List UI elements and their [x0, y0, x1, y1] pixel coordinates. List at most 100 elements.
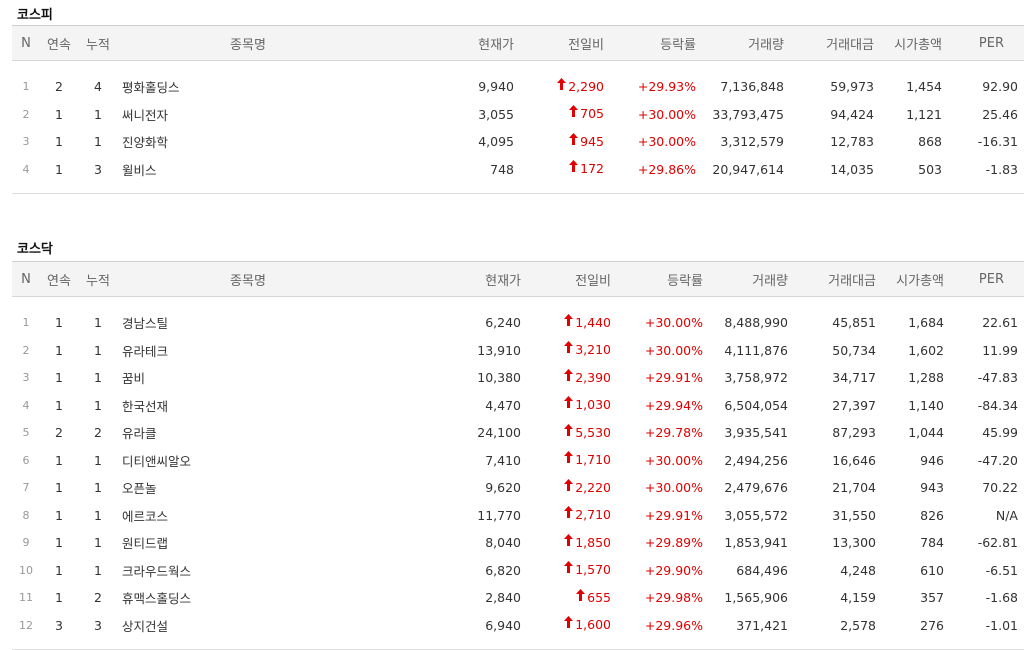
row-consecutive-cell: 1 [40, 474, 78, 502]
row-volume-cell: 7,136,848 [702, 73, 790, 101]
row-market-cap: 784 [920, 535, 944, 551]
row-stock-name[interactable]: 디티앤씨알오 [122, 453, 192, 469]
row-consecutive: 3 [55, 617, 63, 633]
row-amount-cell: 27,397 [794, 392, 882, 420]
row-stock-name-cell[interactable]: 한국선재 [118, 392, 378, 420]
row-stock-name-cell[interactable]: 상지건설 [118, 612, 378, 640]
row-stock-name[interactable]: 에르코스 [122, 508, 169, 524]
row-consecutive: 1 [55, 315, 63, 331]
row-number: 12 [19, 618, 33, 632]
table-row[interactable]: 1 1 1 경남스틸 6,240 1,440 +30.00% 8,488,990 45,851 1… [12, 309, 1024, 337]
row-amount-cell: 12,783 [790, 128, 880, 156]
row-stock-name[interactable]: 휴맥스홀딩스 [122, 591, 192, 607]
row-per-cell: -84.34 [950, 392, 1024, 420]
row-stock-name[interactable]: 윌비스 [122, 162, 157, 178]
row-rate-cell: +30.00% [610, 101, 702, 129]
row-number-cell: 10 [12, 557, 40, 585]
row-stock-name-cell[interactable]: 써니전자 [118, 101, 378, 129]
table-row[interactable]: 3 1 1 꿈비 10,380 2,390 +29.91% 3,758,972 34,717 1,… [12, 364, 1024, 392]
row-stock-name[interactable]: 써니전자 [122, 107, 169, 123]
table-row[interactable]: 9 1 1 원티드랩 8,040 1,850 +29.89% 1,853,941 13,300 7… [12, 529, 1024, 557]
table-row[interactable]: 2 1 1 유라테크 13,910 3,210 +30.00% 4,111,876 50,734… [12, 337, 1024, 365]
row-stock-name[interactable]: 유라테크 [122, 343, 169, 359]
row-stock-name-cell[interactable]: 평화홀딩스 [118, 73, 378, 101]
table-row[interactable]: 10 1 1 크라우드웍스 6,820 1,570 +29.90% 684,496 4,248 6… [12, 557, 1024, 585]
row-stock-name-cell[interactable]: 경남스틸 [118, 309, 378, 337]
row-stock-name-cell[interactable]: 디티앤씨알오 [118, 447, 378, 475]
col-cumulative[interactable]: 누적 [78, 261, 118, 297]
table-row[interactable]: 4 1 1 한국선재 4,470 1,030 +29.94% 6,504,054 27,397 1… [12, 392, 1024, 420]
up-arrow-icon [564, 341, 574, 357]
col-market-cap[interactable]: 시가총액 [880, 25, 948, 61]
row-stock-name-cell[interactable]: 오픈놀 [118, 474, 378, 502]
row-stock-name-cell[interactable]: 원티드랩 [118, 529, 378, 557]
row-stock-name-cell[interactable]: 꿈비 [118, 364, 378, 392]
table-row[interactable]: 1 2 4 평화홀딩스 9,940 2,290 +29.93% 7,136,848 59,973… [12, 73, 1024, 101]
col-volume[interactable]: 거래량 [702, 25, 790, 61]
col-volume[interactable]: 거래량 [709, 261, 794, 297]
row-amount: 87,293 [832, 425, 876, 441]
table-row[interactable]: 5 2 2 유라클 24,100 5,530 +29.78% 3,935,541 87,293 1… [12, 419, 1024, 447]
row-price-cell: 11,770 [378, 502, 527, 530]
col-rate[interactable]: 등락률 [617, 261, 709, 297]
col-per[interactable]: PER [950, 261, 1024, 297]
col-name[interactable]: 종목명 [118, 25, 378, 61]
row-price-cell: 3,055 [378, 101, 520, 129]
up-arrow-icon [557, 77, 567, 94]
row-stock-name-cell[interactable]: 유라테크 [118, 337, 378, 365]
table-row[interactable]: 11 1 2 휴맥스홀딩스 2,840 655 +29.98% 1,565,906 4,159 3… [12, 584, 1024, 612]
row-number: 4 [22, 398, 30, 412]
col-price[interactable]: 현재가 [378, 261, 527, 297]
row-stock-name-cell[interactable]: 진양화학 [118, 128, 378, 156]
row-stock-name-cell[interactable]: 크라우드웍스 [118, 557, 378, 585]
row-stock-name[interactable]: 한국선재 [122, 398, 169, 414]
table-row[interactable]: 8 1 1 에르코스 11,770 2,710 +29.91% 3,055,572 31,550… [12, 502, 1024, 530]
row-market-cap-cell: 1,140 [882, 392, 950, 420]
col-n[interactable]: N [12, 25, 40, 61]
col-per[interactable]: PER [948, 25, 1024, 61]
table-row[interactable]: 3 1 1 진양화학 4,095 945 +30.00% 3,312,579 12,783 868… [12, 128, 1024, 156]
row-market-cap-cell: 1,454 [880, 73, 948, 101]
row-stock-name-cell[interactable]: 윌비스 [118, 156, 378, 184]
col-consecutive[interactable]: 연속 [40, 261, 78, 297]
col-rate[interactable]: 등락률 [610, 25, 702, 61]
row-amount: 59,973 [830, 79, 874, 95]
row-stock-name[interactable]: 유라클 [122, 426, 157, 442]
row-stock-name[interactable]: 원티드랩 [122, 536, 169, 552]
row-stock-name[interactable]: 상지건설 [122, 618, 169, 634]
table-row[interactable]: 7 1 1 오픈놀 9,620 2,220 +30.00% 2,479,676 21,704 94… [12, 474, 1024, 502]
col-market-cap[interactable]: 시가총액 [882, 261, 950, 297]
col-price[interactable]: 현재가 [378, 25, 520, 61]
col-cumulative[interactable]: 누적 [78, 25, 118, 61]
col-consecutive[interactable]: 연속 [40, 25, 78, 61]
table-header: N 연속 누적 종목명 현재가 전일비 등락률 거래량 거래대금 시가총액 PE… [12, 25, 1024, 61]
row-per-cell: -1.68 [950, 584, 1024, 612]
col-name[interactable]: 종목명 [118, 261, 378, 297]
col-n[interactable]: N [12, 261, 40, 297]
row-stock-name[interactable]: 크라우드웍스 [122, 563, 192, 579]
table-row[interactable]: 4 1 3 윌비스 748 172 +29.86% 20,947,614 14,035 503 -1… [12, 156, 1024, 184]
row-change-cell: 5,530 [527, 419, 617, 447]
row-stock-name[interactable]: 진양화학 [122, 135, 169, 151]
table-row[interactable]: 12 3 3 상지건설 6,940 1,600 +29.96% 371,421 2,578 276… [12, 612, 1024, 640]
row-price: 11,770 [477, 507, 521, 523]
col-change[interactable]: 전일비 [520, 25, 610, 61]
row-cumulative-cell: 1 [78, 101, 118, 129]
table-row[interactable]: 2 1 1 써니전자 3,055 705 +30.00% 33,793,475 94,424 1,… [12, 101, 1024, 129]
table-row[interactable]: 6 1 1 디티앤씨알오 7,410 1,710 +30.00% 2,494,256 16,64… [12, 447, 1024, 475]
kosdaq-title: 코스닥 [17, 242, 53, 257]
row-stock-name[interactable]: 경남스틸 [122, 316, 169, 332]
row-stock-name[interactable]: 평화홀딩스 [122, 80, 180, 96]
row-stock-name-cell[interactable]: 에르코스 [118, 502, 378, 530]
row-stock-name-cell[interactable]: 휴맥스홀딩스 [118, 584, 378, 612]
col-amount[interactable]: 거래대금 [794, 261, 882, 297]
row-stock-name[interactable]: 꿈비 [122, 371, 146, 387]
row-stock-name-cell[interactable]: 유라클 [118, 419, 378, 447]
col-change[interactable]: 전일비 [527, 261, 617, 297]
row-number-cell: 2 [12, 337, 40, 365]
row-stock-name[interactable]: 오픈놀 [122, 481, 157, 497]
row-consecutive-cell: 1 [40, 557, 78, 585]
row-number: 3 [22, 135, 30, 149]
col-amount[interactable]: 거래대금 [790, 25, 880, 61]
row-consecutive: 1 [55, 342, 63, 358]
